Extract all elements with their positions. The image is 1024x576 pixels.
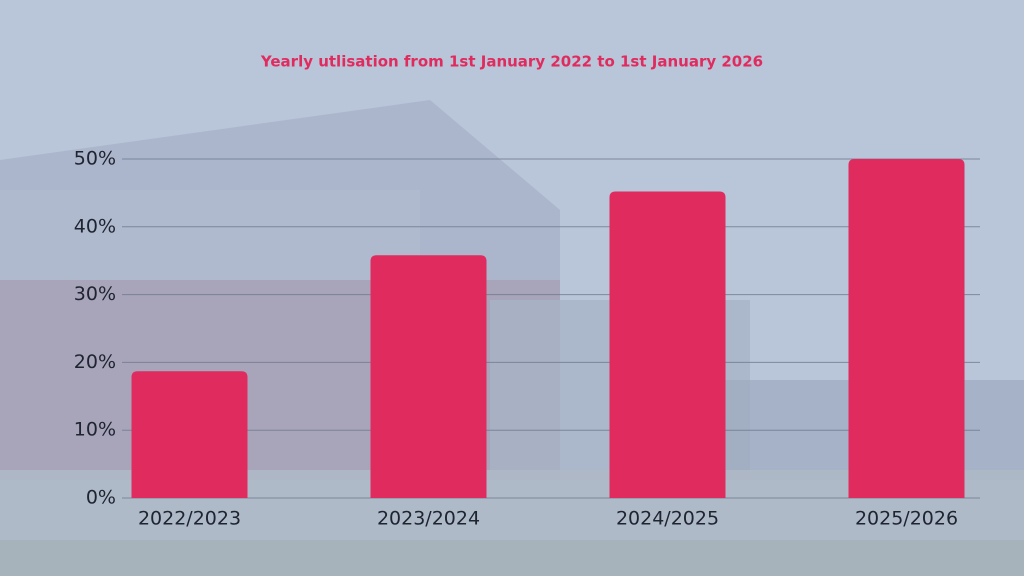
y-tick-label: 50% (74, 148, 116, 170)
y-tick-label: 20% (74, 351, 116, 373)
bar (848, 159, 965, 498)
y-tick-label: 0% (86, 487, 116, 509)
y-tick-label: 10% (74, 419, 116, 441)
y-tick-label: 40% (74, 215, 116, 237)
y-tick-label: 30% (74, 283, 116, 305)
bar (370, 255, 487, 498)
bar (131, 371, 248, 498)
x-tick-label: 2025/2026 (855, 508, 958, 530)
bar (609, 191, 726, 498)
chart-title: Yearly utlisation from 1st January 2022 … (260, 53, 763, 71)
x-tick-label: 2024/2025 (616, 508, 719, 530)
x-tick-label: 2022/2023 (138, 508, 241, 530)
x-tick-label: 2023/2024 (377, 508, 480, 530)
